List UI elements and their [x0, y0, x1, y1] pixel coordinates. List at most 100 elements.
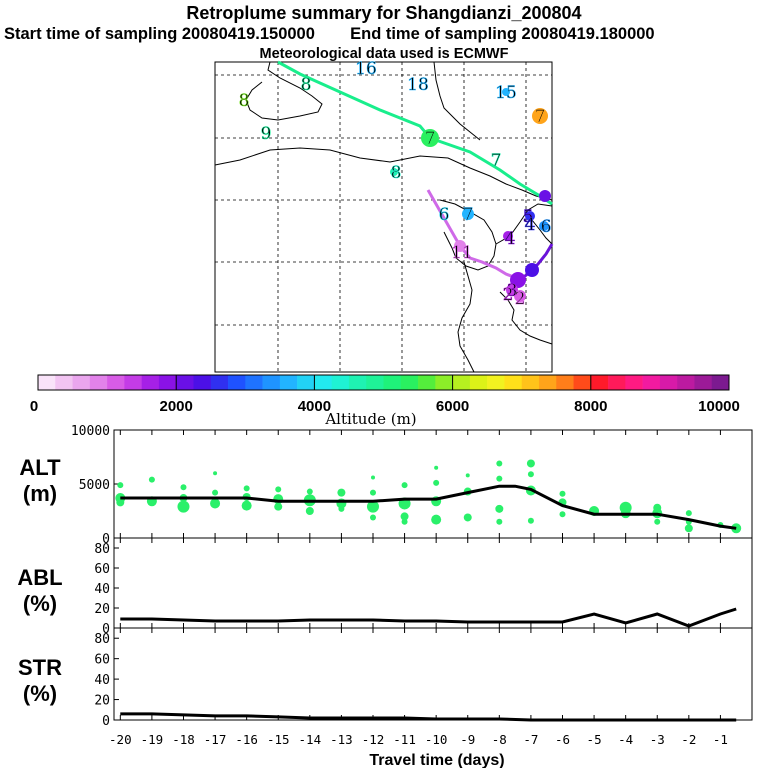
series-line [120, 484, 737, 530]
x-tick-label: -12 [362, 732, 385, 747]
panel-unit: (%) [23, 591, 57, 616]
plume-marker [525, 263, 539, 277]
y-tick-label: 80 [94, 542, 110, 557]
y-tick-label: 10000 [71, 424, 110, 439]
panel-abl: 0 20 40 60 80 ABL(%) [17, 537, 753, 637]
x-tick-label: -20 [109, 732, 132, 747]
colorbar-segment [279, 375, 298, 390]
colorbar-segment [711, 375, 730, 390]
colorbar-segment [487, 375, 505, 390]
plume-markers [390, 88, 551, 302]
colorbar-segment [504, 375, 522, 390]
altitude-point [527, 517, 534, 524]
colorbar-segment [176, 375, 194, 390]
altitude-point [337, 488, 346, 497]
plume-label: 9 [261, 124, 272, 144]
map-gridlines [215, 62, 552, 372]
x-tick-label: -18 [172, 732, 195, 747]
plume-marker [532, 108, 548, 124]
panel-alt: 0 5000 10000 ALT(m) [19, 424, 753, 547]
plume-marker [503, 231, 513, 241]
colorbar-tick-label: 2000 [160, 398, 193, 415]
sampling-times: Start time of sampling 20080419.150000 E… [4, 25, 768, 44]
plume-label: 4 [505, 229, 516, 249]
plume-marker [510, 272, 526, 288]
plume-label: 4 [525, 215, 536, 235]
plume-label: 7 [491, 151, 502, 171]
altitude-colorbar [37, 374, 730, 391]
plume-marker [539, 221, 549, 231]
plume-marker [514, 290, 526, 302]
y-tick-label: 80 [94, 632, 110, 647]
colorbar-segment [72, 375, 91, 390]
altitude-point [434, 465, 439, 470]
plume-marker [525, 211, 535, 221]
altitude-point [306, 488, 313, 495]
end-time-label: End time of sampling 20080419.180000 [350, 25, 655, 43]
y-tick-label: 60 [94, 653, 110, 668]
altitude-point [116, 498, 125, 507]
x-tick-label: -19 [141, 732, 164, 747]
altitude-point [117, 482, 124, 489]
plume-label: 8 [391, 163, 402, 183]
colorbar-segment [538, 375, 557, 390]
altitude-point [465, 473, 470, 478]
x-tick-label: -6 [555, 732, 570, 747]
y-tick-label: 20 [94, 694, 110, 709]
y-tick-label: 0 [102, 622, 110, 637]
panel-unit: (m) [23, 481, 57, 506]
altitude-point [401, 482, 408, 489]
colorbar-segment [435, 375, 453, 390]
plume-label: 2 [515, 289, 526, 309]
altitude-point [433, 479, 440, 486]
panel-frame [113, 627, 753, 721]
plume-label: 8 [301, 75, 312, 95]
altitude-point [526, 459, 535, 468]
colorbar-segment [452, 375, 471, 390]
colorbar-segment [141, 375, 160, 390]
plume-marker [539, 190, 551, 202]
colorbar-segment [262, 375, 281, 390]
colorbar-segment [366, 375, 384, 390]
altitude-point [431, 514, 442, 525]
plume-label: 3 [507, 281, 518, 301]
x-tick-label: -16 [235, 732, 258, 747]
colorbar-segment [297, 375, 315, 390]
altitude-point [241, 500, 252, 511]
plume-marker [454, 240, 466, 252]
plume-label: 7 [425, 129, 436, 149]
colorbar-segment [383, 375, 402, 390]
plume-label: 6 [439, 205, 450, 225]
altitude-point [463, 513, 472, 522]
x-tick-label: -5 [587, 732, 602, 747]
colorbar-segment [625, 375, 643, 390]
colorbar-segment [608, 375, 626, 390]
colorbar-segment [107, 375, 125, 390]
plume-label: 16 [355, 59, 377, 79]
altitude-point [148, 476, 155, 483]
colorbar-tick-labels: 0 2000 4000 6000 8000 10000 [30, 375, 740, 415]
colorbar-segment [210, 375, 229, 390]
colorbar-tick-label: 6000 [436, 398, 469, 415]
altitude-point [401, 518, 408, 525]
series-line [120, 607, 737, 628]
colorbar-segment [89, 375, 108, 390]
colorbar-segment [590, 375, 609, 390]
colorbar-segment [55, 375, 73, 390]
plume-low-path [426, 189, 517, 280]
colorbar-segment [694, 375, 713, 390]
map-frame [214, 61, 553, 373]
plume-marker [390, 168, 398, 176]
panel-label: ALT [19, 455, 61, 480]
plume-label: 7 [463, 205, 474, 225]
colorbar-segment [573, 375, 592, 390]
x-tick-label: -9 [460, 732, 475, 747]
colorbar-segment [642, 375, 661, 390]
plume-label: 15 [495, 83, 517, 103]
colorbar-segment [521, 375, 540, 390]
colorbar-label: Altitude (m) [324, 410, 416, 428]
x-tick-label: -10 [425, 732, 448, 747]
plume-label: 7 [535, 107, 546, 127]
altitude-point [370, 475, 375, 480]
plume-label: 6 [541, 217, 552, 237]
